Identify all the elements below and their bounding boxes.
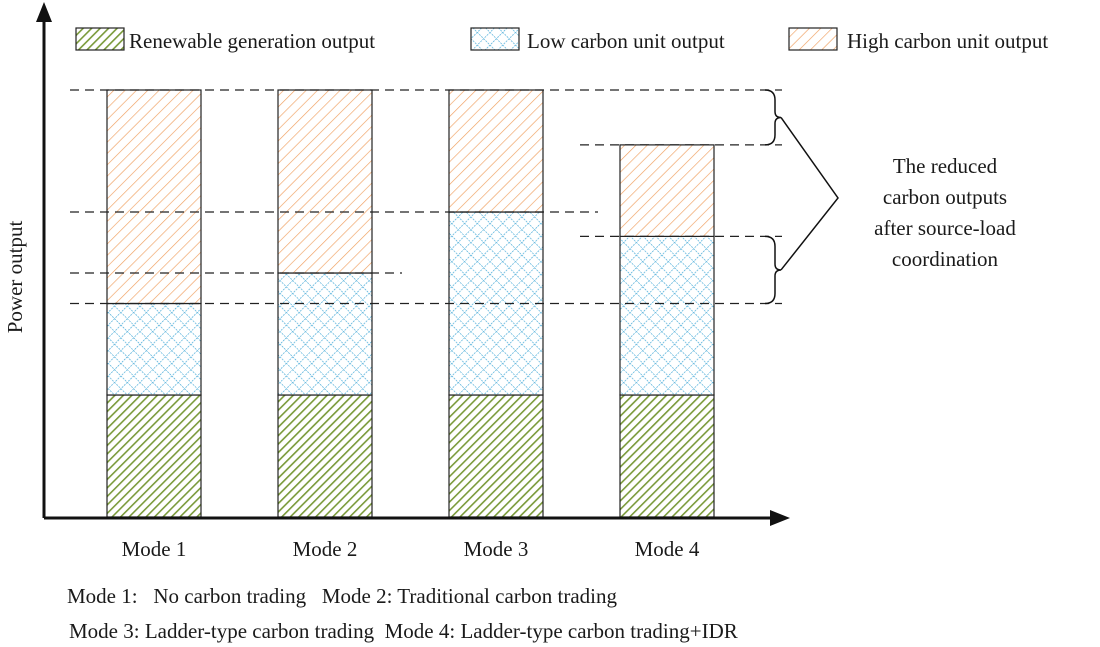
bars xyxy=(106,89,715,518)
bar-segment-low-carbon-mode-2 xyxy=(277,272,373,396)
axes: Power output xyxy=(3,2,790,526)
legend-label-high-carbon: High carbon unit output xyxy=(847,29,1048,53)
legend-swatch-high-carbon xyxy=(788,27,838,51)
legend-label-renewable: Renewable generation output xyxy=(129,29,375,53)
bar-segment-low-carbon-mode-4 xyxy=(619,235,715,396)
y-axis-label: Power output xyxy=(3,221,27,334)
bar-segment-low-carbon-mode-1 xyxy=(106,302,202,396)
legend-swatch-low-carbon xyxy=(470,27,520,51)
y-axis-arrow xyxy=(36,2,52,22)
bar-segment-renewable-mode-4 xyxy=(619,394,715,518)
bar-segment-high-carbon-mode-3 xyxy=(448,89,544,213)
stacked-bar-chart: Renewable generation output Low carbon u… xyxy=(3,2,1048,561)
x-tick-labels: Mode 1 Mode 2 Mode 3 Mode 4 xyxy=(122,537,700,561)
annotation: The reduced carbon outputs after source-lo… xyxy=(764,89,1016,305)
legend: Renewable generation output Low carbon u… xyxy=(75,27,1048,53)
legend-item-low-carbon: Low carbon unit output xyxy=(470,27,725,53)
caption-line-2: Mode 3: Ladder-type carbon trading Mode … xyxy=(69,619,738,643)
caption-line-1: Mode 1: No carbon trading Mode 2: Tradit… xyxy=(67,584,617,608)
bar-segment-high-carbon-mode-4 xyxy=(619,144,715,237)
bar-segment-renewable-mode-3 xyxy=(448,394,544,518)
annotation-text-line-2: carbon outputs xyxy=(883,185,1007,209)
x-tick-label-mode-4: Mode 4 xyxy=(635,537,700,561)
bar-segment-renewable-mode-1 xyxy=(106,394,202,518)
reference-lines xyxy=(70,89,782,305)
bar-segment-high-carbon-mode-1 xyxy=(106,89,202,305)
x-tick-label-mode-3: Mode 3 xyxy=(464,537,529,561)
bar-segment-renewable-mode-2 xyxy=(277,394,373,518)
legend-swatch-renewable xyxy=(75,27,125,51)
annotation-text-line-3: after source-load xyxy=(874,216,1016,240)
x-tick-label-mode-1: Mode 1 xyxy=(122,537,187,561)
bracket-2 xyxy=(764,235,782,305)
bracket-1 xyxy=(764,89,782,146)
x-tick-label-mode-2: Mode 2 xyxy=(293,537,358,561)
annotation-text-line-1: The reduced xyxy=(893,154,998,178)
x-axis-arrow xyxy=(770,510,790,526)
annotation-text-line-4: coordination xyxy=(892,247,999,271)
annotation-connector xyxy=(780,117,839,271)
bar-segment-high-carbon-mode-2 xyxy=(277,89,373,274)
legend-item-renewable: Renewable generation output xyxy=(75,27,375,53)
legend-item-high-carbon: High carbon unit output xyxy=(788,27,1048,53)
legend-label-low-carbon: Low carbon unit output xyxy=(527,29,725,53)
